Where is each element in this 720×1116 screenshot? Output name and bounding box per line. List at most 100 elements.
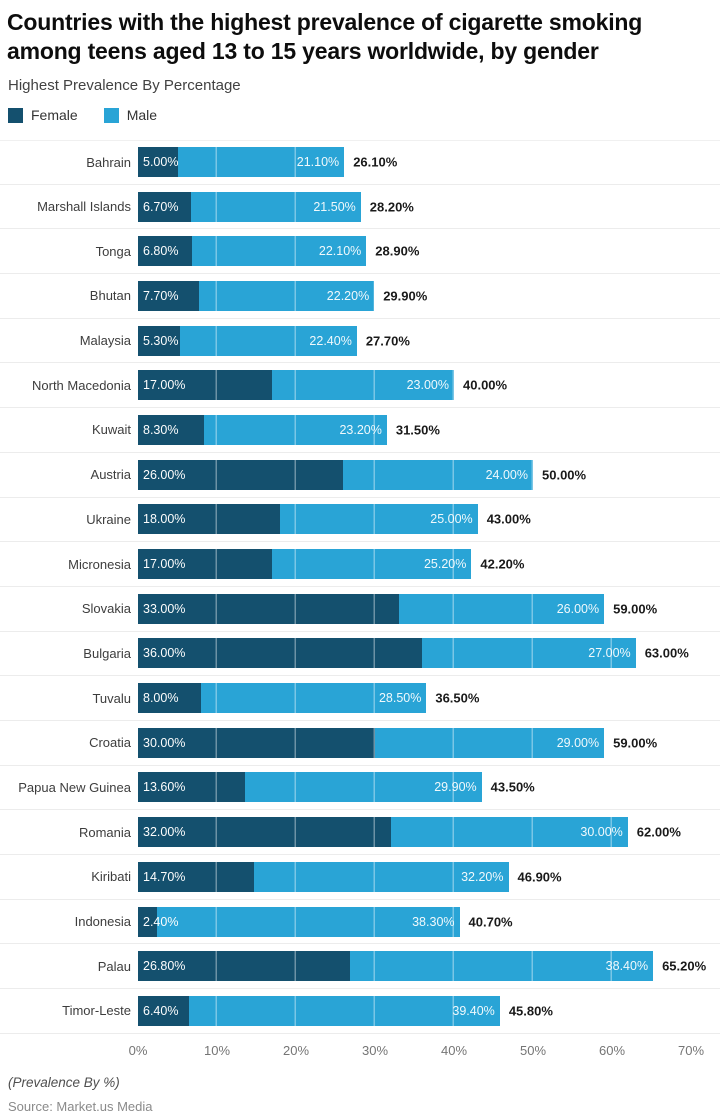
bar-area: 6.40% 39.40% 45.80%: [138, 995, 720, 1026]
male-bar-segment: [343, 459, 533, 490]
footer: (Prevalence By %) Source: Market.us Medi…: [0, 1075, 720, 1114]
male-value-label: 39.40%: [452, 1003, 495, 1018]
total-value-label: 59.00%: [613, 601, 658, 617]
stacked-bar: 26.00% 24.00%: [138, 459, 533, 490]
female-bar-segment: [138, 549, 273, 580]
total-value-label: 29.90%: [383, 288, 428, 304]
stacked-bar: 17.00% 25.20%: [138, 549, 472, 580]
chart-row: Papua New Guinea 13.60% 29.90% 43.50%: [0, 766, 720, 811]
female-value-label: 14.70%: [143, 869, 186, 884]
country-label: Croatia: [89, 735, 131, 751]
bar-area: 33.00% 26.00% 59.00%: [138, 593, 720, 624]
total-value-label: 46.90%: [517, 869, 562, 885]
country-label: Palau: [97, 958, 131, 974]
female-bar-segment: [138, 414, 204, 445]
chart-row: North Macedonia 17.00% 23.00% 40.00%: [0, 363, 720, 409]
chart-row: Ukraine 18.00% 25.00% 43.00%: [0, 498, 720, 543]
female-bar-segment: [138, 280, 199, 311]
chart-row: Micronesia 17.00% 25.20% 42.20%: [0, 542, 720, 587]
stacked-bar: 32.00% 30.00%: [138, 817, 628, 848]
male-value-label: 21.10%: [296, 155, 340, 170]
stacked-bar: 33.00% 26.00%: [138, 593, 605, 624]
male-value-label: 22.10%: [318, 244, 362, 259]
legend-swatch-male: [103, 107, 119, 123]
female-bar-segment: [138, 727, 375, 758]
country-label: Malaysia: [79, 333, 131, 349]
total-value-label: 45.80%: [508, 1003, 553, 1019]
female-value-label: 5.30%: [143, 333, 179, 348]
bar-area: 7.70% 22.20% 29.90%: [138, 280, 720, 311]
male-bar-segment: [272, 370, 454, 401]
country-label: Indonesia: [74, 914, 131, 930]
female-value-label: 36.00%: [143, 646, 186, 661]
chart-row: Bhutan 7.70% 22.20% 29.90%: [0, 274, 720, 319]
stacked-bar: 14.70% 32.20%: [138, 861, 509, 892]
total-value-label: 43.00%: [486, 511, 531, 527]
total-value-label: 28.20%: [369, 199, 414, 215]
country-label: Kiribati: [91, 869, 131, 885]
chart-row: Romania 32.00% 30.00% 62.00%: [0, 810, 720, 855]
female-bar-segment: [138, 772, 246, 803]
stacked-bar: 13.60% 29.90%: [138, 772, 482, 803]
male-bar-segment: [191, 236, 367, 267]
male-bar-segment: [280, 504, 478, 535]
country-label: Romania: [78, 824, 131, 840]
x-axis: 0% 10% 20% 30% 40% 50% 60% 70%: [0, 1038, 720, 1062]
female-bar-segment: [138, 236, 192, 267]
female-value-label: 17.00%: [143, 378, 186, 393]
male-value-label: 28.50%: [378, 691, 422, 706]
male-value-label: 22.40%: [309, 333, 352, 348]
x-axis-tick: 50%: [519, 1042, 547, 1058]
chart-row: Austria 26.00% 24.00% 50.00%: [0, 453, 720, 498]
country-label: Slovakia: [81, 601, 131, 617]
total-value-label: 59.00%: [613, 735, 658, 751]
male-value-label: 25.00%: [430, 512, 473, 527]
female-value-label: 26.00%: [143, 467, 186, 482]
chart-row: Malaysia 5.30% 22.40% 27.70%: [0, 319, 720, 364]
male-bar-segment: [198, 280, 375, 311]
male-bar-segment: [390, 817, 628, 848]
female-bar-segment: [138, 504, 281, 535]
male-value-label: 25.20%: [423, 557, 467, 572]
female-bar-segment: [138, 951, 350, 982]
stacked-bar: 18.00% 25.00%: [138, 504, 478, 535]
male-bar-segment: [156, 906, 460, 937]
female-bar-segment: [138, 459, 344, 490]
total-value-label: 27.70%: [365, 333, 410, 349]
female-bar-segment: [138, 370, 273, 401]
country-label: Micronesia: [68, 556, 131, 572]
bar-area: 2.40% 38.30% 40.70%: [138, 906, 720, 937]
country-label: North Macedonia: [32, 377, 131, 393]
male-bar-segment: [201, 683, 427, 714]
stacked-bar-chart: Bahrain 5.00% 21.10% 26.10% Marshall Islands…: [0, 140, 720, 1034]
chart-row: Timor-Leste 6.40% 39.40% 45.80%: [0, 989, 720, 1034]
stacked-bar: 30.00% 29.00%: [138, 727, 605, 758]
female-bar-segment: [138, 638, 423, 669]
x-axis-tick: 40%: [440, 1042, 468, 1058]
female-bar-segment: [138, 995, 189, 1026]
female-bar-segment: [138, 861, 255, 892]
chart-title-line2: among teens aged 13 to 15 years worldwid…: [7, 38, 599, 64]
female-value-label: 30.00%: [143, 735, 186, 750]
legend-swatch-female: [8, 107, 23, 123]
female-value-label: 26.80%: [143, 959, 186, 974]
x-axis-tick: 60%: [598, 1042, 626, 1058]
total-value-label: 36.50%: [435, 690, 480, 706]
male-value-label: 22.20%: [326, 288, 370, 303]
country-label: Marshall Islands: [37, 199, 131, 215]
stacked-bar: 36.00% 27.00%: [138, 638, 636, 669]
stacked-bar: 26.80% 38.40%: [138, 951, 654, 982]
chart-subtitle: Highest Prevalence By Percentage: [8, 77, 241, 94]
stacked-bar: 17.00% 23.00%: [138, 370, 454, 401]
female-bar-segment: [138, 593, 399, 624]
chart-row: Indonesia 2.40% 38.30% 40.70%: [0, 900, 720, 945]
male-value-label: 29.00%: [556, 735, 600, 750]
country-label: Kuwait: [91, 422, 131, 438]
male-value-label: 23.20%: [339, 422, 382, 437]
male-value-label: 26.00%: [556, 601, 600, 616]
chart-row: Kiribati 14.70% 32.20% 46.90%: [0, 855, 720, 900]
stacked-bar: 6.80% 22.10%: [138, 236, 367, 267]
male-value-label: 23.00%: [406, 378, 449, 393]
bar-area: 36.00% 27.00% 63.00%: [138, 638, 720, 669]
male-bar-segment: [349, 951, 654, 982]
